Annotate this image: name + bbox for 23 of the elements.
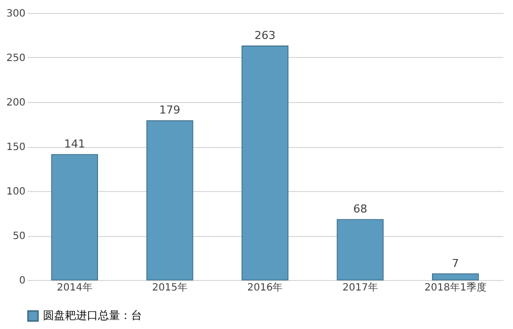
bar [336, 219, 384, 280]
x-tick-label: 2018年1季度 [424, 282, 486, 294]
legend-label: 圆盘耙进口总量：台 [43, 309, 142, 322]
data-label: 68 [353, 202, 368, 216]
y-tick-label: 50 [12, 231, 26, 242]
data-label: 179 [159, 104, 180, 117]
y-tick-label: 100 [6, 186, 26, 198]
data-label: 263 [254, 28, 276, 42]
y-tick-label: 300 [6, 8, 26, 20]
bar [242, 46, 288, 280]
x-tick-label: 2016年 [247, 282, 283, 294]
y-tick-label: 0 [19, 276, 26, 286]
x-tick-label: 2015年 [152, 282, 188, 294]
bar [51, 154, 98, 280]
x-tick-label: 2017年 [342, 282, 378, 294]
bar [146, 120, 194, 280]
y-tick-label: 200 [6, 98, 26, 108]
bar [432, 273, 479, 280]
data-label: 141 [64, 138, 86, 151]
y-tick-label: 150 [6, 142, 26, 153]
y-tick-label: 250 [6, 53, 26, 64]
data-label: 7 [452, 256, 459, 270]
x-tick-label: 2014年 [56, 282, 92, 294]
